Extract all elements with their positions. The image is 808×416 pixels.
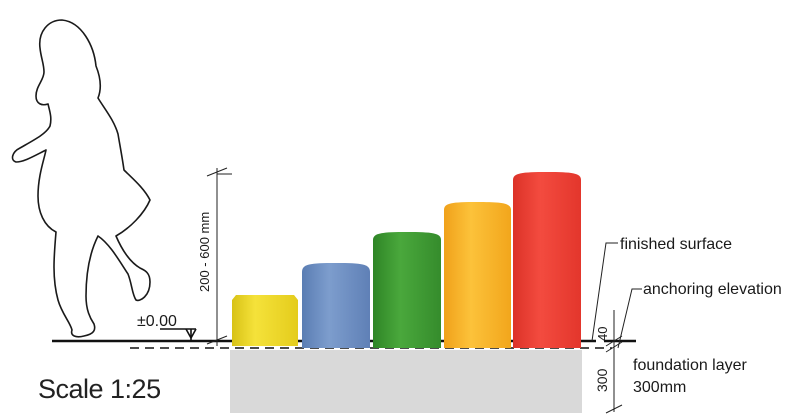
child-figure-outline xyxy=(11,19,151,338)
foundation-block xyxy=(230,350,582,413)
post-red xyxy=(513,172,581,348)
foundation-label-line1: foundation layer xyxy=(633,357,748,374)
level-marker xyxy=(160,328,197,341)
height-dimension-label: 200 - 600 mm xyxy=(197,212,212,292)
height-dimension xyxy=(206,167,232,346)
anchoring-elevation-leader xyxy=(617,288,642,349)
finished-surface-label: finished surface xyxy=(620,236,732,253)
foundation-label-line2: 300mm xyxy=(633,379,686,396)
surface-dimension-lines xyxy=(605,310,623,414)
post-yellow xyxy=(232,295,298,346)
surface-gap-label: 40 xyxy=(595,327,610,341)
scale-label: Scale 1:25 xyxy=(38,374,161,404)
post-green xyxy=(373,232,441,348)
anchoring-elevation-label: anchoring elevation xyxy=(643,281,782,298)
level-marker-label: ±0.00 xyxy=(137,313,177,330)
post-orange xyxy=(444,202,511,348)
finished-surface-leader xyxy=(591,242,618,342)
foundation-depth-label: 300 xyxy=(594,368,610,392)
post-blue xyxy=(302,263,370,348)
